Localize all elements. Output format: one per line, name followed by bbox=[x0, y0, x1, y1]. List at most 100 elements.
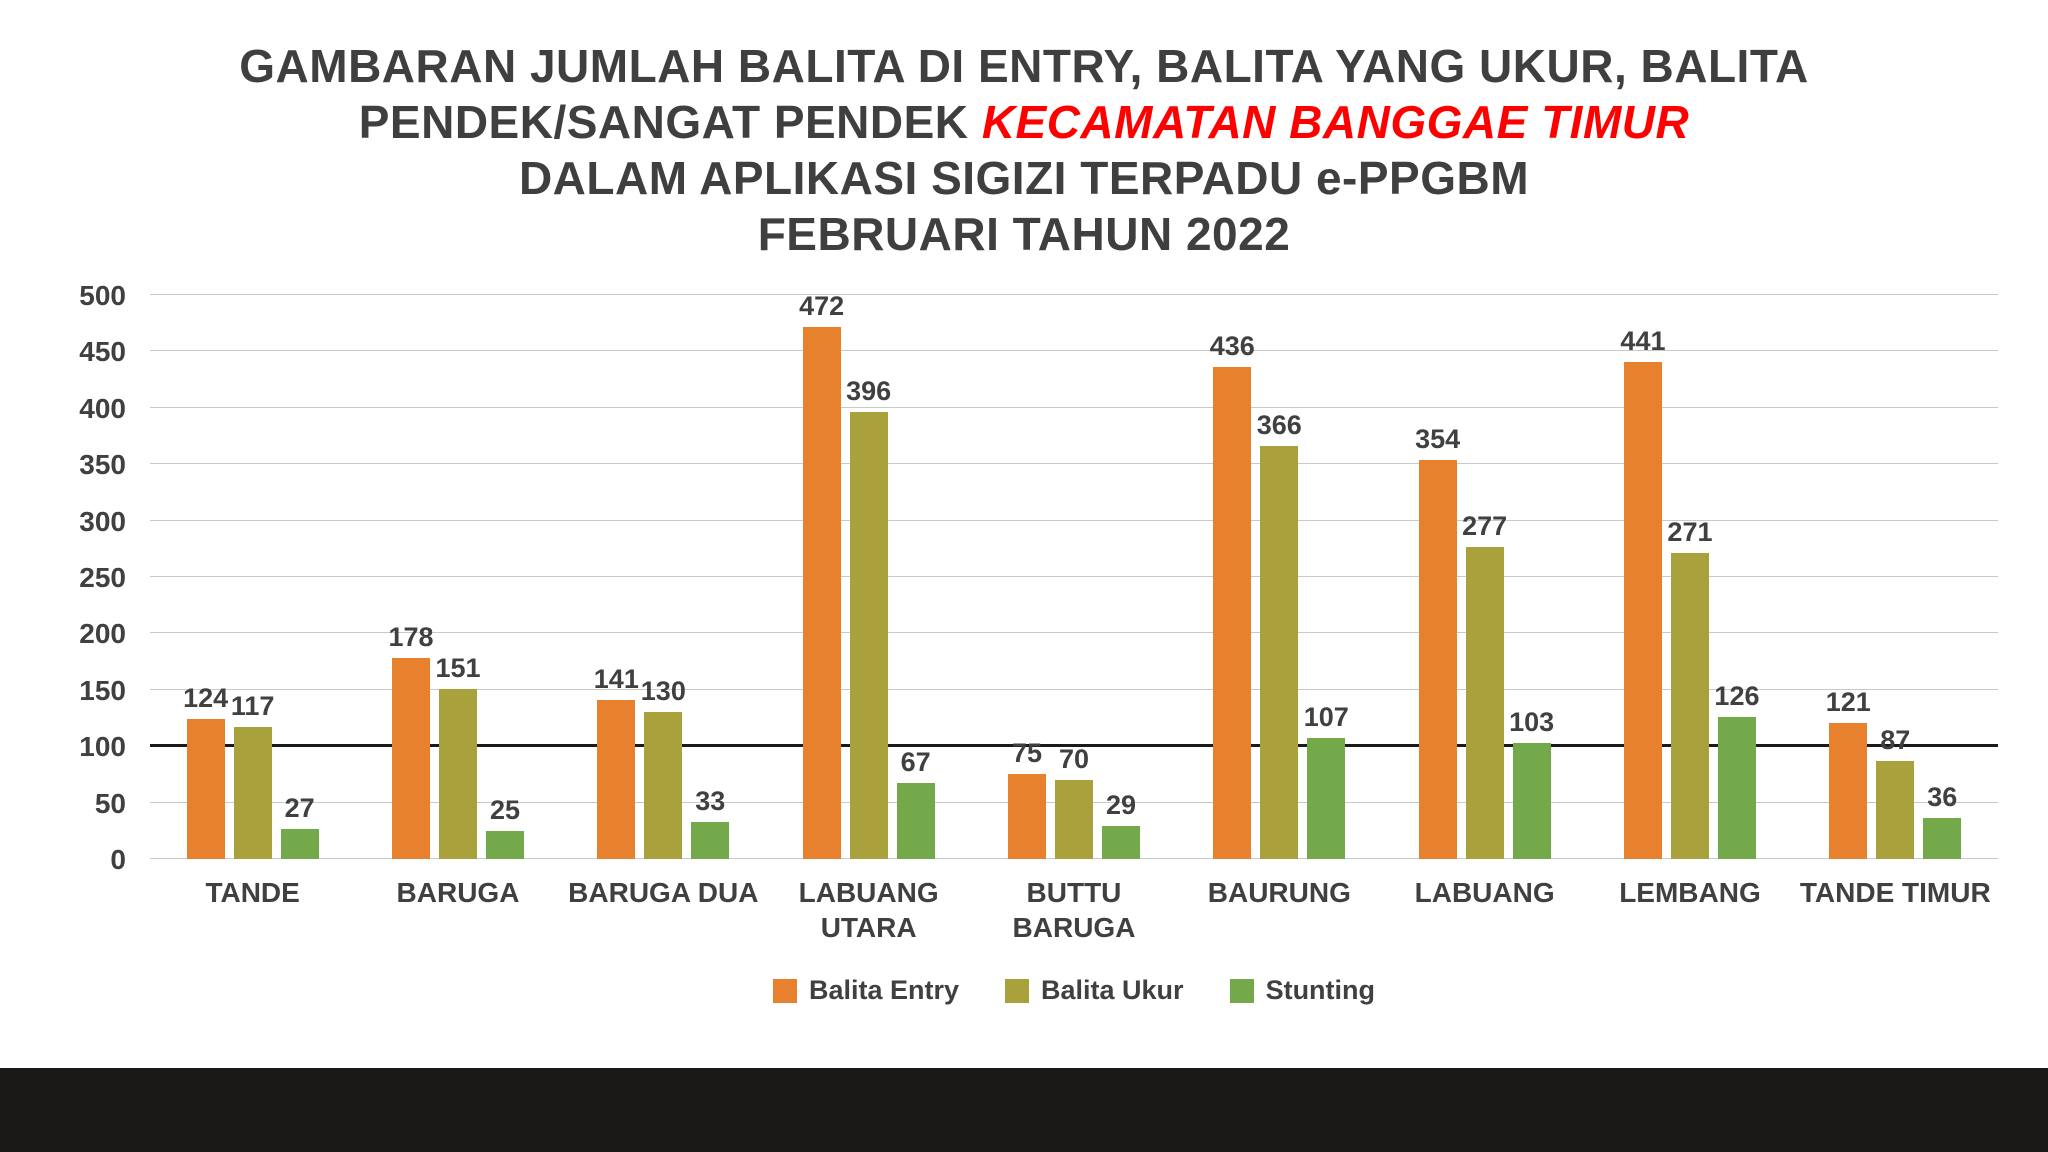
title-line-2-prefix: PENDEK/SANGAT PENDEK bbox=[358, 96, 982, 149]
bar-value-label: 121 bbox=[1825, 686, 1871, 717]
bar-group: 472 396 67 bbox=[766, 291, 971, 859]
title-line-2: PENDEK/SANGAT PENDEK KECAMATAN BANGGAE T… bbox=[0, 94, 2048, 150]
bar-balita-ukur: 271 bbox=[1667, 517, 1712, 859]
x-axis-label: TANDE TIMUR bbox=[1799, 877, 1991, 908]
y-tick-label: 300 bbox=[79, 505, 126, 537]
bar-stunting: 25 bbox=[485, 795, 524, 859]
bar-value-label: 472 bbox=[799, 290, 845, 321]
bar-value-label: 33 bbox=[695, 785, 726, 816]
bar-balita-entry: 121 bbox=[1826, 687, 1871, 859]
bar-group: 121 87 36 bbox=[1793, 295, 1998, 859]
y-tick-label: 150 bbox=[79, 674, 126, 706]
bar-group: 141 130 33 bbox=[561, 295, 766, 859]
bar-balita-ukur: 70 bbox=[1054, 744, 1093, 859]
gridline bbox=[150, 294, 1998, 295]
bar-group: 436 366 107 bbox=[1177, 295, 1382, 859]
bar-balita-entry: 141 bbox=[594, 664, 639, 859]
bar-stunting: 67 bbox=[896, 747, 935, 859]
bar-group: 178 151 25 bbox=[355, 295, 560, 859]
y-tick-label: 400 bbox=[79, 392, 126, 424]
legend-swatch bbox=[772, 978, 797, 1003]
bar-balita-entry: 436 bbox=[1210, 331, 1255, 859]
bar-value-label: 271 bbox=[1667, 517, 1713, 548]
x-axis-label: BUTTU BARUGA bbox=[1012, 877, 1136, 943]
bar-balita-ukur: 366 bbox=[1257, 410, 1302, 859]
bar-balita-ukur: 396 bbox=[846, 376, 891, 859]
bar-balita-entry: 441 bbox=[1620, 326, 1665, 859]
chart: 0 50 100 150 200 250 300 350 400 450 500 124 117 27 1… bbox=[55, 280, 1998, 1006]
y-tick-label: 100 bbox=[79, 731, 126, 763]
y-tick-label: 200 bbox=[79, 618, 126, 650]
bar-balita-entry: 472 bbox=[799, 291, 844, 859]
reference-line bbox=[150, 744, 1998, 748]
bar-value-label: 29 bbox=[1105, 790, 1136, 821]
bar-groups: 124 117 27 178 151 25 141 130 33 472 396 67 75 70 29 43… bbox=[150, 291, 1998, 859]
legend: Balita Entry Balita Ukur Stunting bbox=[150, 975, 1998, 1006]
bar-stunting: 103 bbox=[1509, 707, 1554, 859]
legend-item: Balita Ukur bbox=[1005, 975, 1184, 1006]
bar-value-label: 75 bbox=[1011, 738, 1042, 769]
bar-group: 75 70 29 bbox=[971, 295, 1176, 859]
bar-value-label: 436 bbox=[1209, 331, 1255, 362]
bar-stunting: 29 bbox=[1101, 790, 1140, 859]
gridline bbox=[150, 406, 1998, 408]
bar-stunting: 36 bbox=[1923, 782, 1962, 859]
bar-value-label: 103 bbox=[1509, 706, 1555, 737]
bar-group: 354 277 103 bbox=[1382, 295, 1587, 859]
legend-label: Balita Entry bbox=[808, 975, 960, 1005]
y-tick-label: 450 bbox=[79, 336, 126, 368]
legend-label: Stunting bbox=[1265, 975, 1376, 1005]
bar-value-label: 396 bbox=[846, 376, 892, 407]
y-tick-label: 500 bbox=[79, 280, 126, 311]
x-axis-label: LABUANG UTARA bbox=[798, 877, 939, 943]
bar-value-label: 124 bbox=[183, 683, 229, 714]
bar-value-label: 130 bbox=[640, 676, 686, 707]
gridline bbox=[150, 688, 1998, 690]
bar-balita-ukur: 87 bbox=[1876, 725, 1915, 859]
gridline bbox=[150, 519, 1998, 521]
bar-stunting: 126 bbox=[1714, 681, 1759, 859]
bar-balita-ukur: 277 bbox=[1462, 511, 1507, 859]
y-tick-label: 0 bbox=[110, 844, 126, 875]
bar-value-label: 441 bbox=[1620, 325, 1666, 356]
x-axis-label: BARUGA DUA bbox=[568, 877, 759, 908]
bar-value-label: 126 bbox=[1714, 680, 1760, 711]
title-line-1: GAMBARAN JUMLAH BALITA DI ENTRY, BALITA … bbox=[239, 40, 1809, 92]
bar-balita-entry: 178 bbox=[388, 622, 434, 859]
gridline bbox=[150, 632, 1998, 634]
gridline bbox=[150, 463, 1998, 465]
bar-balita-ukur: 117 bbox=[231, 691, 274, 859]
bar-stunting: 27 bbox=[280, 793, 319, 859]
y-tick-label: 250 bbox=[79, 562, 126, 593]
footer-bar bbox=[0, 1068, 2048, 1152]
bar-value-label: 25 bbox=[489, 794, 521, 825]
bar-balita-ukur: 130 bbox=[641, 676, 686, 859]
bar-stunting: 33 bbox=[691, 786, 730, 859]
bar-value-label: 87 bbox=[1880, 724, 1911, 755]
chart-title: GAMBARAN JUMLAH BALITA DI ENTRY, BALITA … bbox=[0, 0, 2048, 262]
bar-value-label: 141 bbox=[593, 663, 639, 694]
bar-value-label: 354 bbox=[1415, 423, 1461, 454]
title-line-3: DALAM APLIKASI SIGIZI TERPADU e-PPGBM bbox=[518, 152, 1530, 205]
bar-value-label: 67 bbox=[900, 747, 931, 778]
y-tick-label: 50 bbox=[94, 787, 126, 819]
x-axis-label: BARUGA bbox=[396, 877, 520, 908]
legend-swatch bbox=[1005, 978, 1030, 1003]
bar-value-label: 70 bbox=[1058, 744, 1089, 775]
bar-balita-entry: 75 bbox=[1007, 738, 1046, 859]
chart-row: 0 50 100 150 200 250 300 350 400 450 500 124 117 27 1… bbox=[55, 280, 1998, 875]
bar-value-label: 27 bbox=[284, 792, 315, 823]
x-axis-label: TANDE bbox=[205, 877, 300, 908]
plot-area: 124 117 27 178 151 25 141 130 33 472 396 67 75 70 29 43… bbox=[150, 291, 1998, 859]
x-axis-label: LABUANG bbox=[1414, 877, 1555, 908]
x-axis-labels: TANDE BARUGA BARUGA DUA LABUANG UTARA BUTTU … bbox=[150, 875, 1998, 945]
legend-label: Balita Ukur bbox=[1041, 975, 1184, 1005]
x-axis-label: LEMBANG bbox=[1619, 877, 1761, 908]
legend-item: Balita Entry bbox=[772, 975, 960, 1006]
gridline bbox=[150, 350, 1998, 352]
bar-value-label: 366 bbox=[1256, 410, 1302, 441]
y-axis: 0 50 100 150 200 250 300 350 400 450 500 bbox=[55, 280, 150, 875]
title-line-4: FEBRUARI TAHUN 2022 bbox=[757, 208, 1291, 261]
gridline bbox=[150, 576, 1998, 577]
